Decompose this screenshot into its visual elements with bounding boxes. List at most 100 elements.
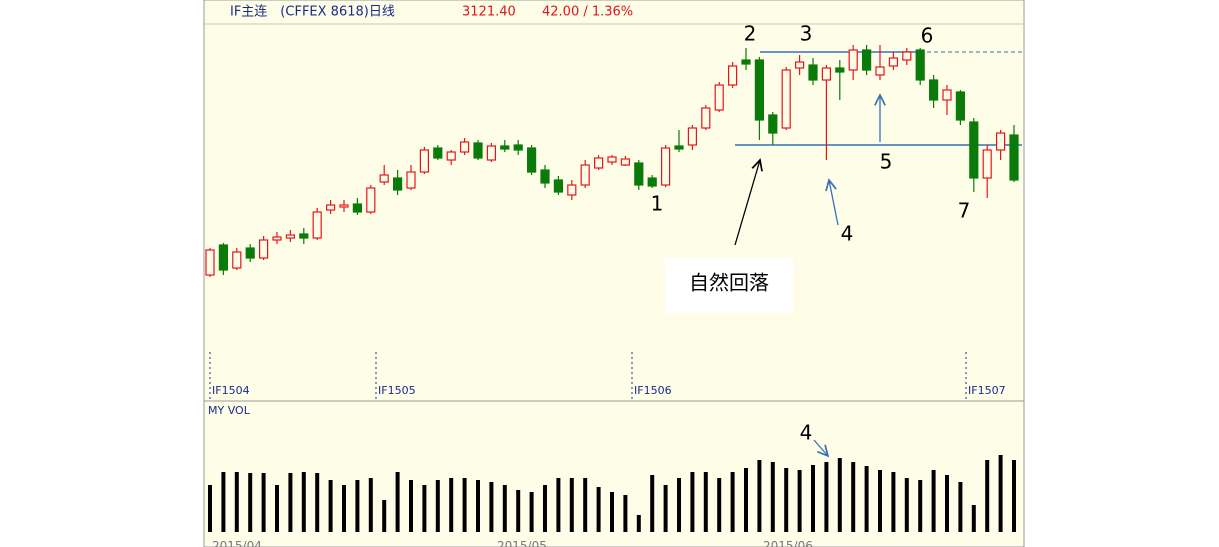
- annotation: 3: [800, 22, 813, 46]
- candle-body: [486, 145, 496, 161]
- candle-body: [406, 171, 416, 189]
- candle-body: [553, 179, 564, 193]
- candle-body: [607, 156, 617, 163]
- volume-bar: [275, 485, 279, 532]
- volume-bar: [851, 462, 856, 532]
- candle-body: [218, 244, 228, 271]
- volume-bar: [744, 468, 748, 532]
- candle-body: [955, 91, 966, 121]
- volume-bar: [958, 482, 963, 532]
- annotation: 1: [651, 192, 664, 216]
- candle-body: [982, 149, 992, 179]
- candle-body: [915, 49, 925, 81]
- volume-bar: [382, 500, 387, 532]
- period-label: IF1506: [634, 384, 672, 397]
- volume-bar: [462, 478, 467, 532]
- candle-body: [379, 174, 389, 183]
- arrow: [734, 160, 760, 246]
- candle-body: [701, 107, 711, 129]
- candle-body: [781, 69, 791, 129]
- candle-body: [339, 204, 349, 208]
- candle-body: [835, 67, 845, 73]
- volume-bar: [837, 458, 842, 532]
- volume-bar: [663, 485, 668, 532]
- candle-body: [647, 177, 657, 187]
- candle-body: [848, 49, 858, 71]
- annotation: 自然回落: [689, 271, 769, 295]
- header-title: IF主连 (CFFEX 8618)日线: [230, 4, 395, 20]
- volume-bar: [1012, 460, 1016, 532]
- volume-bar: [355, 480, 360, 532]
- volume-bar: [891, 472, 896, 532]
- candle-body: [299, 233, 309, 239]
- candle-body: [821, 67, 832, 81]
- candle-body: [526, 147, 537, 173]
- volume-bar: [824, 462, 829, 532]
- candle-body: [352, 203, 362, 213]
- volume-bar: [690, 472, 695, 532]
- volume-bar: [811, 465, 815, 532]
- candle-body: [754, 59, 765, 121]
- volume-bar: [556, 478, 561, 532]
- period-label: IF1504: [212, 384, 250, 397]
- volume-bar: [435, 480, 440, 532]
- candle-body: [942, 89, 952, 101]
- volume-bar: [422, 485, 427, 532]
- volume-bar: [623, 495, 628, 532]
- candle-body: [808, 64, 818, 81]
- date-label: 2015/04: [212, 539, 262, 547]
- volume-bar: [878, 470, 882, 532]
- volume-bar: [730, 472, 735, 532]
- volume-bar: [931, 470, 936, 532]
- volume-bar: [703, 472, 708, 532]
- candle-body: [232, 251, 242, 269]
- candle-body: [727, 65, 738, 86]
- volume-bar: [342, 485, 346, 532]
- volume-bar: [543, 485, 547, 532]
- candle-body: [205, 249, 215, 276]
- volume-bar: [945, 475, 949, 532]
- volume-bar: [757, 460, 762, 532]
- volume-bar: [596, 487, 601, 532]
- period-label: IF1507: [968, 384, 1006, 397]
- candle-body: [419, 149, 429, 173]
- candle-body: [741, 59, 751, 65]
- candle-body: [888, 57, 899, 67]
- volume-bar: [516, 490, 521, 532]
- volume-bar: [368, 478, 373, 532]
- candle-body: [473, 142, 483, 159]
- annotation: 4: [800, 421, 813, 445]
- volume-bar: [395, 472, 400, 532]
- candle-body: [794, 61, 805, 69]
- header-change: 42.00 / 1.36%: [542, 5, 633, 20]
- candle-body: [460, 141, 470, 153]
- volume-bar: [677, 478, 681, 532]
- plot: IF1504 IF1505 IF1506 IF1507 1 2 3 4 5 6 7 自然回落 2015/…: [205, 22, 1019, 547]
- candle-body: [567, 184, 577, 196]
- volume-bar: [650, 475, 655, 532]
- candle-body: [928, 79, 939, 101]
- volume-bar: [248, 473, 253, 532]
- candle-body: [446, 151, 456, 161]
- candle-body: [513, 144, 523, 151]
- candle-body: [674, 145, 684, 150]
- volume-bar: [328, 480, 333, 532]
- candle-body: [580, 164, 590, 186]
- candle-body: [312, 211, 322, 239]
- volume-bar: [971, 505, 976, 532]
- candle-body: [902, 51, 912, 61]
- volume-bar: [636, 515, 641, 532]
- candle-body: [393, 177, 403, 191]
- candle-body: [660, 147, 671, 186]
- volume-bar: [489, 482, 494, 532]
- callout-box: [665, 258, 793, 313]
- volume-bar: [985, 460, 990, 532]
- volume-bar: [610, 492, 614, 532]
- volume-bar: [770, 462, 775, 532]
- candle-body: [875, 66, 885, 76]
- candle-body: [272, 236, 282, 241]
- chart-frame: [203, 0, 1025, 547]
- candle-body: [540, 169, 550, 184]
- volume-bar: [864, 466, 869, 532]
- volume-bar: [234, 472, 239, 532]
